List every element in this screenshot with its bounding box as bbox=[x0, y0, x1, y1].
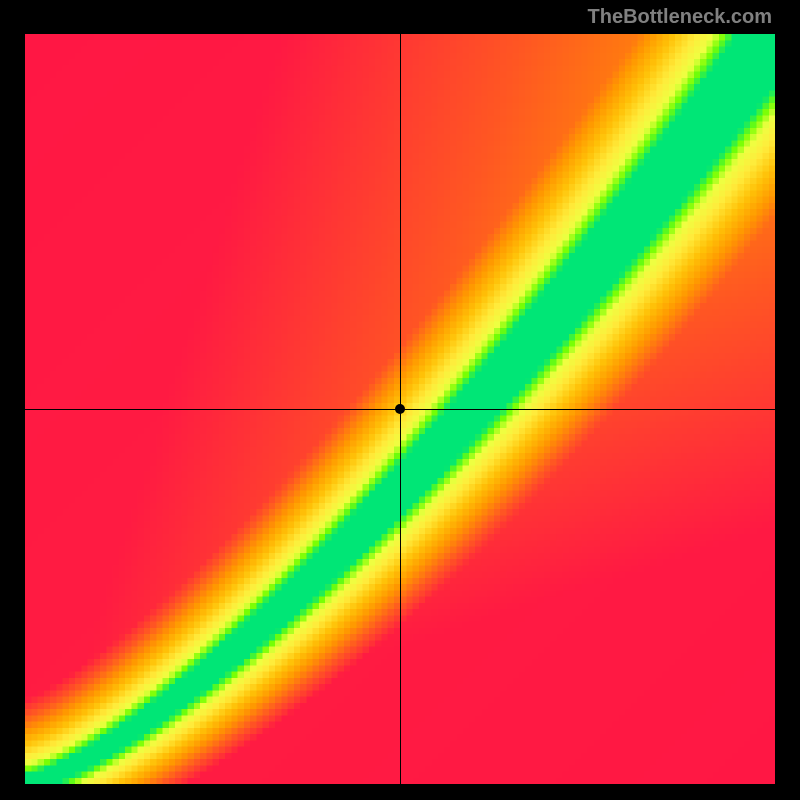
heatmap-plot-area bbox=[25, 34, 775, 784]
watermark-text: TheBottleneck.com bbox=[588, 6, 772, 29]
chart-container: TheBottleneck.com bbox=[0, 0, 800, 800]
crosshair-overlay bbox=[25, 34, 775, 784]
